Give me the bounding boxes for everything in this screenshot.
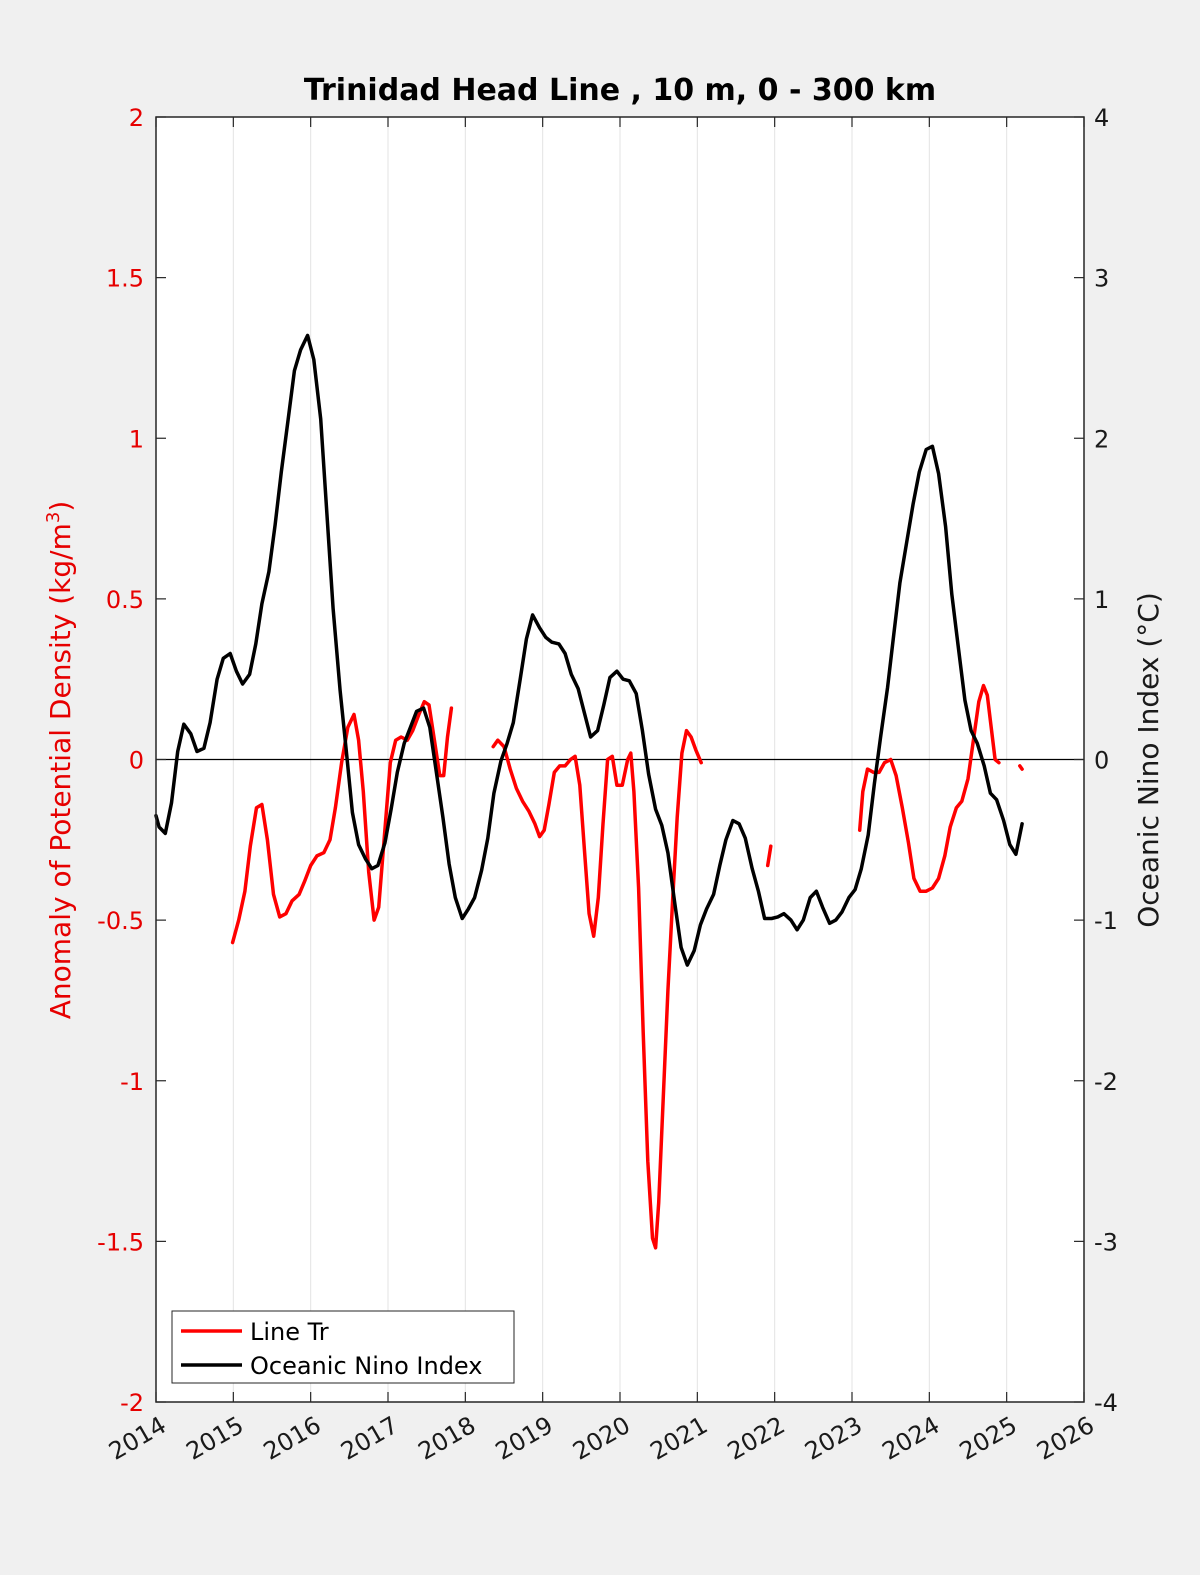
x-tick-label: 2019	[491, 1411, 558, 1466]
legend-label-oni: Oceanic Nino Index	[250, 1352, 482, 1380]
x-tick-label: 2023	[800, 1411, 867, 1466]
legend-box	[171, 1310, 515, 1384]
tick-marks	[155, 116, 1085, 1403]
tick-labels: 2014 2015 2016 2017 2018 2019 2020 2021 2022 2023…	[97, 104, 1118, 1466]
series-oceanic-nino-index-segment	[154, 333, 1024, 967]
y-left-tick-label: 0.5	[106, 586, 144, 614]
x-tick-label: 2017	[336, 1411, 403, 1466]
x-tick-label: 2020	[568, 1411, 635, 1466]
x-tick-label: 2024	[877, 1411, 944, 1466]
y-left-tick-label: 2	[129, 104, 144, 132]
x-tick-label: 2016	[259, 1411, 326, 1466]
y-axis-right-label: Oceanic Nino Index (°C)	[1132, 592, 1165, 928]
series-layer	[154, 333, 1024, 1250]
y-right-tick-label: -2	[1094, 1068, 1118, 1096]
y-left-tick-label: 0	[129, 747, 144, 775]
y-axis-left-label: Anomaly of Potential Density (kg/m3)	[43, 501, 77, 1020]
series-line-tr-segment	[1018, 764, 1024, 771]
y-right-tick-label: 3	[1094, 265, 1109, 293]
y-right-tick-label: 0	[1094, 747, 1109, 775]
y-left-tick-label: 1	[129, 425, 144, 453]
x-tick-label: 2014	[104, 1411, 171, 1466]
x-tick-label: 2018	[413, 1411, 480, 1466]
y-right-tick-label: 1	[1094, 586, 1109, 614]
y-left-tick-label: -0.5	[97, 907, 144, 935]
y-right-tick-label: 2	[1094, 425, 1109, 453]
y-right-tick-label: -4	[1094, 1389, 1118, 1417]
legend: Line Tr Oceanic Nino Index	[171, 1310, 515, 1384]
y-left-tick-label: -1.5	[97, 1228, 144, 1256]
series-line-tr-segment	[765, 844, 773, 868]
x-tick-label: 2021	[645, 1411, 712, 1466]
chart-title: Trinidad Head Line , 10 m, 0 - 300 km	[304, 73, 936, 108]
x-tick-label: 2022	[723, 1411, 790, 1466]
y-right-tick-label: -3	[1094, 1228, 1118, 1256]
series-line-tr-segment	[857, 683, 1001, 893]
x-tick-label: 2025	[955, 1411, 1022, 1466]
legend-label-line-tr: Line Tr	[250, 1318, 329, 1346]
x-tick-label: 2026	[1032, 1411, 1099, 1466]
y-left-tick-label: -2	[120, 1389, 144, 1417]
y-left-tick-label: 1.5	[106, 265, 144, 293]
y-right-tick-label: -1	[1094, 907, 1118, 935]
y-left-tick-label: -1	[120, 1068, 144, 1096]
series-line-tr-segment	[491, 728, 703, 1250]
x-tick-label: 2015	[181, 1411, 248, 1466]
y-right-tick-label: 4	[1094, 104, 1109, 132]
